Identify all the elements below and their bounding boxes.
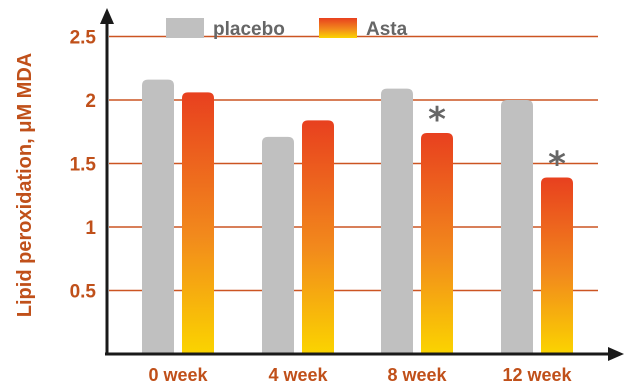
bar-asta-0-week — [182, 92, 214, 354]
bar-placebo-4-week — [262, 136, 294, 354]
bar-asta-4-week — [302, 120, 334, 354]
bar-placebo-12-week — [501, 100, 533, 354]
x-tick-label: 12 week — [502, 365, 572, 383]
y-tick-label: 2 — [85, 91, 96, 112]
y-axis-label: Lipid peroxidation, μM MDA — [14, 53, 36, 317]
significance-star: * — [548, 144, 566, 184]
bar-asta-8-week — [421, 133, 453, 354]
y-tick-labels: 0.5 1 1.5 2 2.5 — [70, 28, 97, 303]
legend-swatch-placebo — [166, 18, 204, 38]
x-axis-arrow — [608, 347, 624, 361]
bar-placebo-0-week — [142, 79, 174, 355]
y-tick-label: 0.5 — [70, 282, 97, 303]
y-tick-label: 1 — [85, 218, 96, 239]
significance-star: * — [428, 100, 446, 140]
legend-swatch-asta — [319, 18, 357, 38]
bars — [142, 79, 573, 355]
x-tick-label: 0 week — [148, 365, 208, 383]
y-axis-arrow — [100, 8, 114, 24]
bar-asta-12-week — [541, 177, 573, 354]
legend-label-placebo: placebo — [213, 19, 285, 40]
significance-marks: ** — [428, 100, 566, 184]
y-tick-label: 1.5 — [70, 155, 97, 176]
x-tick-label: 4 week — [268, 365, 328, 383]
bar-placebo-8-week — [381, 88, 413, 354]
x-tick-labels: 0 week 4 week 8 week 12 week — [148, 365, 572, 383]
x-tick-label: 8 week — [387, 365, 447, 383]
legend: placebo Asta — [166, 18, 408, 40]
legend-label-asta: Asta — [366, 19, 408, 40]
y-tick-label: 2.5 — [70, 28, 97, 49]
